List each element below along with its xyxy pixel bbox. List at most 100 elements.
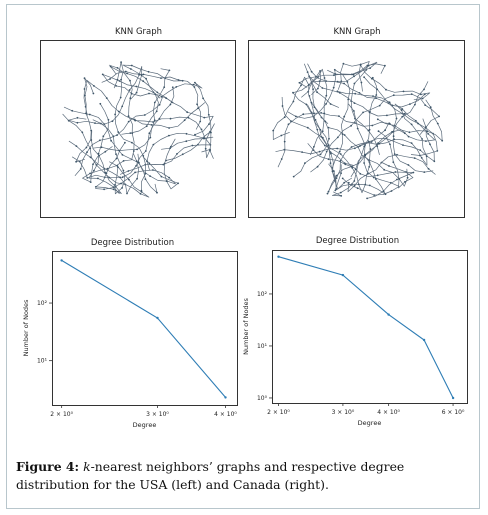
knn-usa-edge: [82, 146, 133, 183]
data-point: [341, 273, 345, 277]
knn-canada-edge: [308, 75, 405, 117]
knn-canada-node: [396, 153, 398, 156]
knn-usa-node: [202, 97, 205, 100]
knn-usa-node: [90, 129, 93, 132]
knn-usa-node: [105, 172, 108, 175]
knn-canada-node: [368, 184, 371, 187]
knn-canada-node: [283, 116, 286, 119]
knn-canada-node: [420, 93, 422, 96]
knn-usa-node: [163, 86, 166, 89]
knn-usa-node: [142, 73, 145, 76]
knn-usa-edge: [95, 153, 176, 190]
knn-usa-node: [200, 128, 203, 131]
knn-usa-node: [124, 70, 127, 73]
knn-usa-node: [177, 79, 180, 81]
knn-canada-edge: [327, 118, 435, 194]
knn-canada-node: [402, 144, 404, 146]
knn-canada-node: [292, 175, 295, 178]
knn-canada-node: [354, 147, 356, 150]
caption-text: -nearest neighbors’ graphs and respectiv…: [16, 459, 405, 492]
knn-canada-node: [341, 177, 344, 180]
knn-usa-edge: [113, 61, 146, 191]
knn-usa-node: [99, 139, 101, 142]
knn-usa-edge: [161, 82, 214, 159]
knn-usa-node: [149, 175, 151, 178]
knn-canada-node: [403, 132, 406, 135]
knn-usa-node: [158, 117, 161, 120]
knn-usa-node: [83, 77, 86, 79]
plot-area: [52, 251, 238, 406]
knn-usa-node: [191, 144, 194, 147]
knn-canada-node: [342, 62, 345, 65]
knn-usa-node: [168, 127, 171, 129]
knn-usa-node: [79, 168, 82, 170]
knn-usa-node: [196, 103, 199, 106]
knn-canada-node: [396, 178, 398, 181]
knn-canada-node: [359, 63, 362, 66]
knn-canada-node: [392, 161, 395, 164]
knn-canada-node: [339, 191, 342, 194]
knn-graph-usa-title: KNN Graph: [114, 27, 163, 37]
knn-canada-node: [413, 157, 416, 160]
degree-distribution-canada-plot: 2 × 10⁰ 3 × 10⁰ 4 × 10⁰ 6 × 10⁰ 10⁰ 10¹ 10² Deg…: [242, 250, 468, 427]
knn-canada-node: [350, 165, 353, 168]
knn-canada-edge: [342, 103, 400, 196]
knn-canada-node: [352, 73, 355, 76]
knn-canada-node: [423, 171, 426, 174]
knn-graph-canada-title: KNN Graph: [333, 27, 381, 37]
y-tick-label: 10²: [257, 291, 268, 298]
knn-canada-node: [425, 155, 428, 158]
knn-canada-node: [377, 130, 380, 133]
knn-usa-node: [75, 145, 78, 147]
knn-canada-edge: [328, 99, 443, 192]
knn-canada-node: [358, 145, 361, 147]
knn-canada-node: [410, 123, 413, 126]
x-tick-label: 2 × 10⁰: [50, 411, 73, 418]
knn-canada-node: [421, 138, 423, 140]
knn-usa-node: [150, 124, 153, 126]
knn-usa-node: [129, 132, 132, 134]
knn-canada-node: [427, 133, 430, 135]
knn-usa-node: [145, 125, 148, 128]
data-point: [277, 255, 280, 258]
knn-usa-edge: [83, 79, 206, 129]
y-tick-label: 10²: [37, 300, 48, 307]
knn-usa-node: [134, 119, 137, 122]
knn-usa-node: [144, 172, 147, 175]
knn-canada-node: [382, 190, 385, 193]
knn-canada-node: [388, 122, 391, 125]
knn-canada-node: [272, 129, 275, 132]
knn-usa-node: [176, 153, 178, 155]
knn-canada-node: [280, 134, 283, 137]
knn-canada-node: [325, 103, 327, 105]
knn-canada-node: [310, 101, 313, 104]
knn-canada-node: [401, 115, 404, 118]
knn-usa-node: [148, 132, 151, 135]
knn-canada-node: [386, 114, 388, 117]
degree-distribution-canada: Degree Distribution 2 × 10⁰ 3 × 10⁰ 4 × 10…: [240, 236, 475, 436]
knn-usa-edge: [146, 132, 214, 171]
knn-usa-edge: [71, 87, 175, 179]
knn-usa-node: [130, 64, 133, 67]
knn-usa-node: [132, 150, 135, 152]
knn-canada-node: [347, 98, 350, 101]
knn-canada-node: [367, 173, 369, 175]
knn-canada-node: [313, 106, 316, 108]
figure-caption: Figure 4: k-nearest neighbors’ graphs an…: [16, 458, 478, 494]
knn-usa-node: [140, 189, 143, 192]
knn-usa-node: [209, 149, 211, 152]
knn-usa-node: [122, 160, 125, 162]
knn-usa-node: [203, 137, 205, 140]
knn-canada-node: [353, 102, 356, 104]
knn-usa-node: [147, 70, 150, 73]
knn-canada-node: [327, 144, 330, 147]
caption-label: Figure 4:: [16, 459, 80, 474]
knn-canada-edge: [328, 127, 408, 187]
knn-usa-node: [192, 83, 195, 86]
degree-distribution-usa: Degree Distribution 2 × 10⁰ 3 × 10⁰ 4 × 10…: [20, 238, 245, 438]
knn-usa-node: [71, 109, 74, 112]
degree-distribution-usa-plot: 2 × 10⁰ 3 × 10⁰ 4 × 10⁰ 10¹ 10² Degree Number …: [22, 251, 238, 429]
knn-canada-node: [307, 84, 310, 86]
knn-usa-edge: [108, 64, 135, 160]
knn-usa-node: [89, 147, 92, 150]
